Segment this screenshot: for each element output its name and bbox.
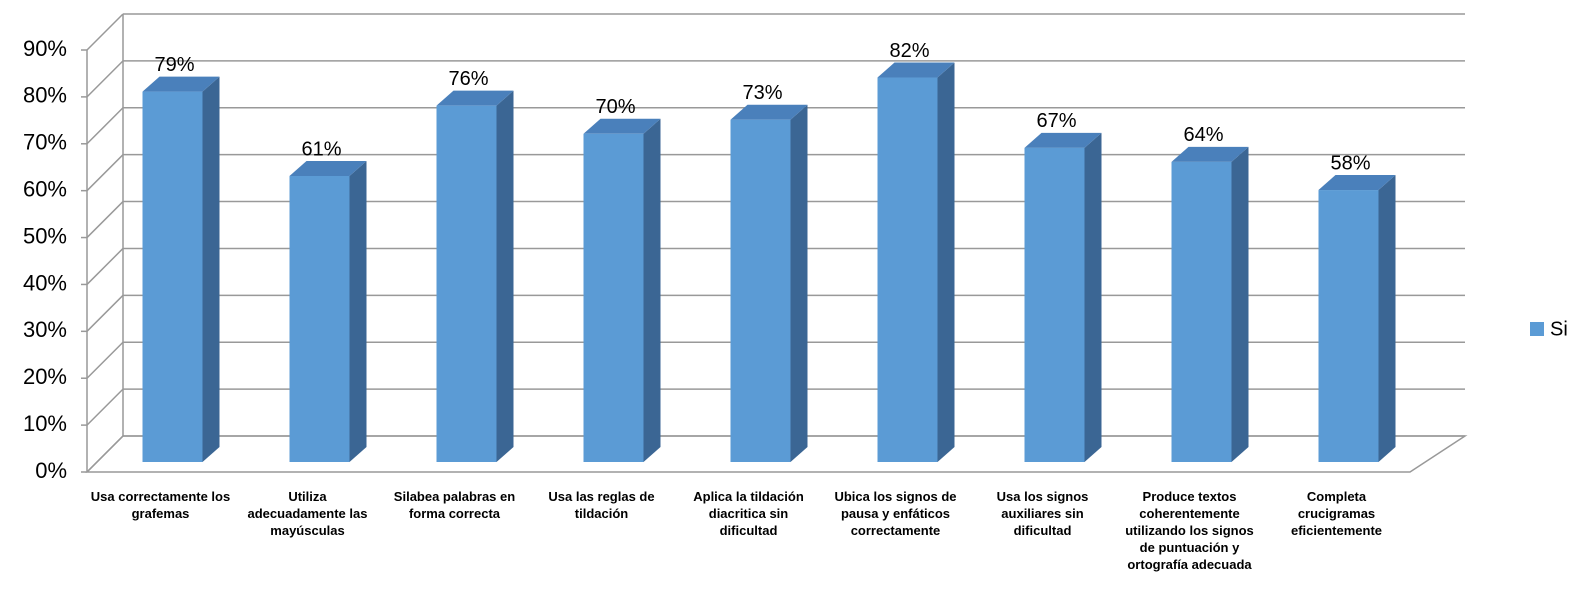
x-tick-label: Usa correctamente los grafemas: [90, 489, 231, 521]
bar-top: [1318, 175, 1396, 191]
x-tick-label: Utiliza adecuadamente las mayúsculas: [247, 489, 368, 538]
grid-line-side: [86, 154, 124, 192]
grid-line-side: [86, 247, 124, 285]
bar: [583, 133, 644, 462]
y-tick-label: 40%: [23, 270, 67, 295]
grid-line-side: [86, 435, 124, 473]
bar: [1318, 190, 1379, 463]
bar-side: [643, 118, 661, 463]
grid-line-side: [86, 60, 124, 98]
bar-top: [436, 90, 514, 106]
y-tick-label: 30%: [23, 317, 67, 342]
value-label: 64%: [1183, 124, 1223, 146]
bar-top: [583, 118, 661, 134]
x-tick-label: Ubica los signos de pausa y enfáticos co…: [834, 489, 957, 538]
legend-label: Si: [1550, 318, 1568, 340]
value-label: 73%: [742, 82, 782, 104]
bar-top: [877, 62, 955, 78]
bar-top: [730, 104, 808, 120]
value-label: 76%: [448, 68, 488, 90]
value-label: 58%: [1330, 152, 1370, 174]
y-tick-label: 60%: [23, 176, 67, 201]
bar: [730, 119, 791, 462]
y-tick-label: 90%: [23, 36, 67, 61]
bar-side: [202, 76, 220, 463]
value-label: 70%: [595, 96, 635, 118]
grid-line-side: [86, 201, 124, 239]
bar: [142, 91, 203, 463]
bar: [877, 77, 938, 462]
value-label: 79%: [154, 54, 194, 76]
x-tick-label: Aplica la tildación diacritica sin dific…: [693, 489, 804, 538]
bar-side: [496, 90, 514, 463]
y-tick-label: 0%: [35, 458, 67, 483]
y-tick-label: 50%: [23, 223, 67, 248]
bar-side: [1084, 132, 1102, 462]
x-tick-label: Completa crucigramas eficientemente: [1290, 489, 1383, 538]
y-tick-label: 70%: [23, 130, 67, 155]
x-tick-label: Produce textos coherentemente utilizando…: [1125, 489, 1254, 572]
bar-top: [142, 76, 220, 92]
legend-swatch: [1530, 322, 1544, 336]
grid-line-side: [86, 13, 124, 51]
y-tick-label: 20%: [23, 364, 67, 389]
bar-side: [1378, 175, 1396, 463]
bar-side: [349, 160, 367, 462]
x-tick-label: Silabea palabras en forma correcta: [393, 489, 516, 521]
x-tick-label: Usa las reglas de tildación: [548, 489, 655, 521]
bar: [1171, 161, 1232, 462]
bar: [436, 105, 497, 463]
bar-top: [1024, 132, 1102, 148]
grid-line-side: [86, 107, 124, 145]
bar: [289, 175, 350, 462]
y-tick-label: 10%: [23, 411, 67, 436]
value-label: 67%: [1036, 110, 1076, 132]
grid-line-side: [86, 294, 124, 332]
value-label: 82%: [889, 40, 929, 62]
bar-top: [1171, 146, 1249, 162]
bar-top: [289, 160, 367, 176]
bar: [1024, 147, 1085, 462]
grid-line-side: [86, 341, 124, 379]
x-tick-label: Usa los signos auxiliares sin dificultad: [996, 489, 1089, 538]
y-tick-label: 80%: [23, 83, 67, 108]
bar-side: [937, 62, 955, 463]
grid-line-side: [86, 388, 124, 426]
bar-side: [1231, 146, 1249, 462]
bar-side: [790, 104, 808, 462]
value-label: 61%: [301, 138, 341, 160]
